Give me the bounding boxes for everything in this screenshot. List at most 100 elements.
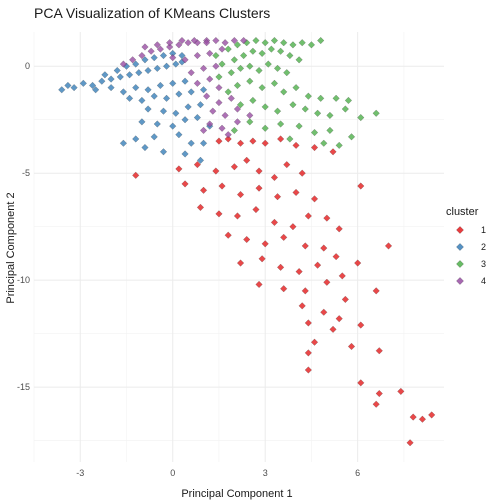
legend-item: 3 bbox=[456, 259, 486, 269]
data-point bbox=[224, 88, 232, 96]
data-point bbox=[144, 66, 152, 75]
data-point bbox=[261, 139, 269, 147]
data-point bbox=[357, 182, 365, 190]
data-point bbox=[372, 109, 380, 117]
data-point bbox=[310, 338, 319, 346]
data-point bbox=[249, 137, 257, 145]
data-point bbox=[107, 75, 115, 83]
data-point bbox=[323, 278, 331, 286]
data-point bbox=[298, 39, 306, 47]
data-point bbox=[172, 109, 180, 117]
data-point bbox=[184, 103, 192, 111]
data-point bbox=[224, 45, 232, 53]
data-point bbox=[193, 79, 202, 87]
data-point bbox=[428, 411, 436, 419]
data-point bbox=[246, 77, 254, 85]
data-point bbox=[255, 66, 263, 75]
data-point bbox=[298, 302, 306, 310]
data-point bbox=[280, 233, 288, 242]
data-point bbox=[196, 156, 205, 165]
data-point bbox=[280, 285, 288, 293]
data-point bbox=[273, 193, 282, 201]
data-point bbox=[125, 94, 134, 102]
y-tick-label: -10 bbox=[17, 275, 30, 285]
data-point bbox=[88, 81, 97, 90]
data-point bbox=[320, 139, 328, 147]
x-tick-label: 6 bbox=[355, 468, 360, 478]
data-point bbox=[199, 186, 208, 194]
data-point bbox=[310, 195, 319, 203]
data-point bbox=[119, 88, 128, 96]
data-point bbox=[181, 180, 189, 188]
legend-item: 4 bbox=[456, 276, 486, 286]
data-point bbox=[218, 45, 226, 53]
data-point bbox=[153, 64, 161, 73]
data-point bbox=[138, 96, 146, 105]
data-point bbox=[295, 122, 303, 130]
data-point bbox=[196, 101, 205, 109]
data-point bbox=[233, 118, 242, 126]
data-point bbox=[206, 120, 214, 128]
data-point bbox=[236, 259, 245, 267]
data-point bbox=[101, 71, 109, 79]
data-point bbox=[276, 120, 285, 128]
data-point bbox=[172, 60, 180, 68]
data-point bbox=[270, 173, 279, 182]
data-point bbox=[230, 126, 239, 135]
data-point bbox=[341, 105, 350, 113]
data-point bbox=[169, 54, 177, 62]
data-point bbox=[347, 133, 356, 141]
data-point bbox=[341, 295, 350, 304]
data-point bbox=[199, 139, 208, 147]
data-point bbox=[310, 128, 319, 137]
data-point bbox=[304, 366, 313, 374]
data-point bbox=[212, 167, 220, 175]
data-point bbox=[236, 64, 245, 73]
data-point bbox=[246, 62, 254, 70]
data-point bbox=[332, 94, 340, 102]
data-point bbox=[289, 41, 297, 49]
data-point bbox=[209, 107, 217, 115]
data-point bbox=[304, 212, 313, 220]
data-point bbox=[329, 148, 337, 156]
data-point bbox=[153, 41, 161, 49]
data-point bbox=[239, 51, 248, 60]
data-point bbox=[92, 86, 100, 94]
data-point bbox=[261, 124, 269, 132]
data-point bbox=[286, 135, 294, 143]
y-tick-label: -15 bbox=[17, 382, 30, 392]
legend-item: 1 bbox=[456, 225, 486, 235]
data-point bbox=[255, 167, 263, 175]
data-point bbox=[187, 88, 195, 96]
series-2-points bbox=[58, 49, 214, 165]
data-point bbox=[243, 235, 251, 244]
data-point bbox=[147, 47, 155, 55]
data-point bbox=[249, 96, 257, 105]
data-point bbox=[233, 41, 242, 49]
data-point bbox=[113, 66, 121, 75]
data-point bbox=[116, 73, 124, 81]
data-point bbox=[199, 86, 208, 94]
data-point bbox=[317, 94, 325, 102]
data-point bbox=[258, 255, 266, 263]
data-point bbox=[141, 43, 149, 51]
y-tick-labels: 0 -5 -10 -15 bbox=[17, 61, 30, 392]
legend-label: 4 bbox=[481, 276, 486, 286]
data-point bbox=[283, 160, 291, 169]
data-point bbox=[98, 77, 106, 85]
series-4-points bbox=[119, 36, 254, 139]
data-point bbox=[261, 39, 269, 47]
data-point bbox=[202, 92, 211, 100]
chart-title: PCA Visualization of KMeans Clusters bbox=[34, 5, 270, 21]
data-point bbox=[261, 103, 269, 111]
data-point bbox=[236, 139, 245, 147]
data-point bbox=[159, 107, 168, 115]
data-point bbox=[255, 280, 263, 289]
data-point bbox=[138, 51, 146, 60]
data-point bbox=[298, 169, 306, 177]
x-tick-label: 0 bbox=[170, 468, 175, 478]
data-point bbox=[215, 98, 223, 107]
data-point bbox=[224, 231, 232, 239]
data-point bbox=[246, 118, 254, 126]
